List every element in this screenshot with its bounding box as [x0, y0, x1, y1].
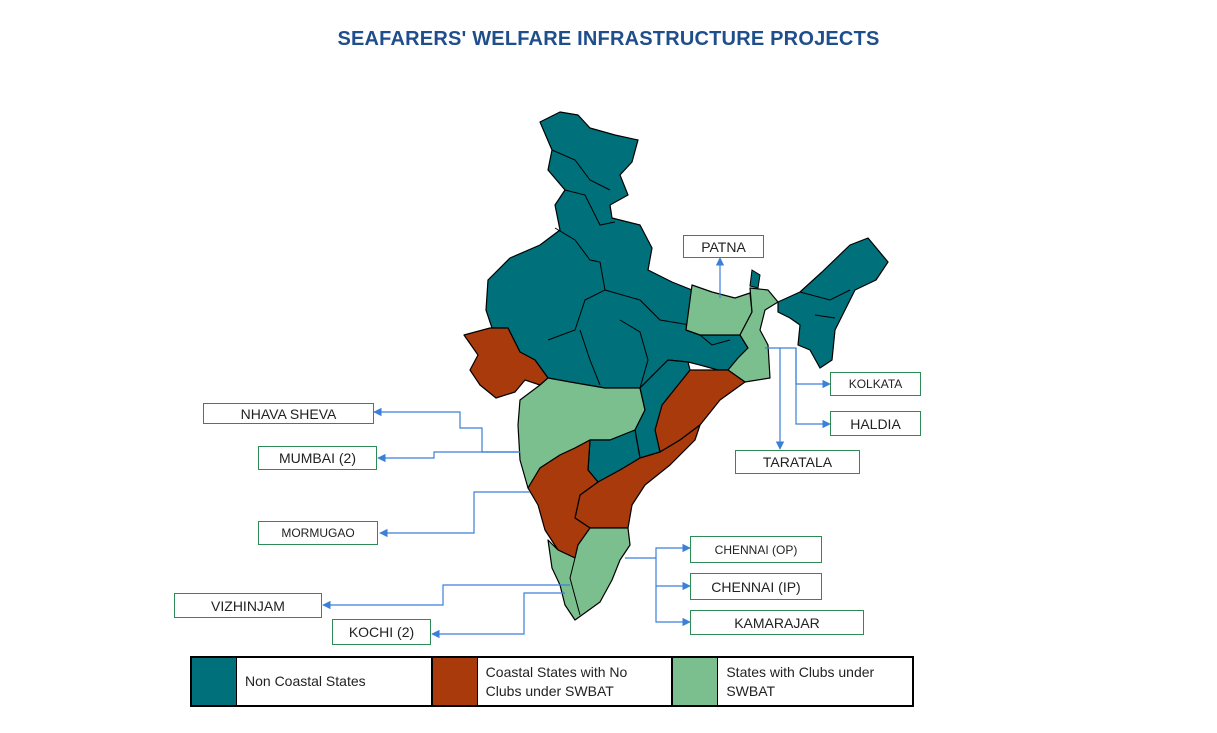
port-mumbai: MUMBAI (2): [258, 446, 377, 470]
port-vizhinjam: VIZHINJAM: [174, 593, 322, 618]
state-borders: [547, 149, 731, 389]
port-chennai-op: CHENNAI (OP): [690, 536, 822, 563]
legend: Non Coastal States Coastal States with N…: [190, 656, 914, 707]
port-taratala: TARATALA: [735, 450, 860, 474]
region-sikkim: [749, 269, 761, 289]
region-west-bengal: [727, 287, 779, 383]
legend-swatch-clubs-swbat: [673, 658, 719, 705]
page-title: SEAFARERS' WELFARE INFRASTRUCTURE PROJEC…: [337, 28, 880, 50]
legend-swatch-coastal-no-clubs: [432, 658, 478, 705]
port-chennai-ip: CHENNAI (IP): [690, 573, 822, 600]
region-tamil-nadu-kerala: [547, 527, 631, 621]
connector-lines: [322, 257, 831, 639]
legend-swatch-non-coastal: [192, 658, 237, 705]
port-patna: PATNA: [683, 235, 764, 258]
region-karnataka: [527, 439, 599, 559]
legend-label-coastal-no-clubs: Coastal States with No Clubs under SWBAT: [478, 658, 674, 705]
port-haldia: HALDIA: [830, 411, 921, 436]
legend-label-clubs-swbat: States with Clubs under SWBAT: [726, 663, 875, 699]
legend-label-non-coastal: Non Coastal States: [237, 658, 433, 705]
region-bihar: [685, 284, 753, 336]
region-gujarat: [463, 327, 549, 399]
region-chhattisgarh: [634, 359, 691, 459]
port-nhava-sheva: NHAVA SHEVA: [203, 403, 374, 424]
port-mormugao: MORMUGAO: [258, 521, 378, 545]
port-kolkata: KOLKATA: [830, 372, 921, 396]
port-kochi: KOCHI (2): [332, 619, 431, 645]
region-north-east: [777, 237, 889, 369]
kerala-border: [569, 557, 581, 616]
port-kamarajar: KAMARAJAR: [690, 610, 864, 635]
ne-borders: [799, 289, 851, 319]
